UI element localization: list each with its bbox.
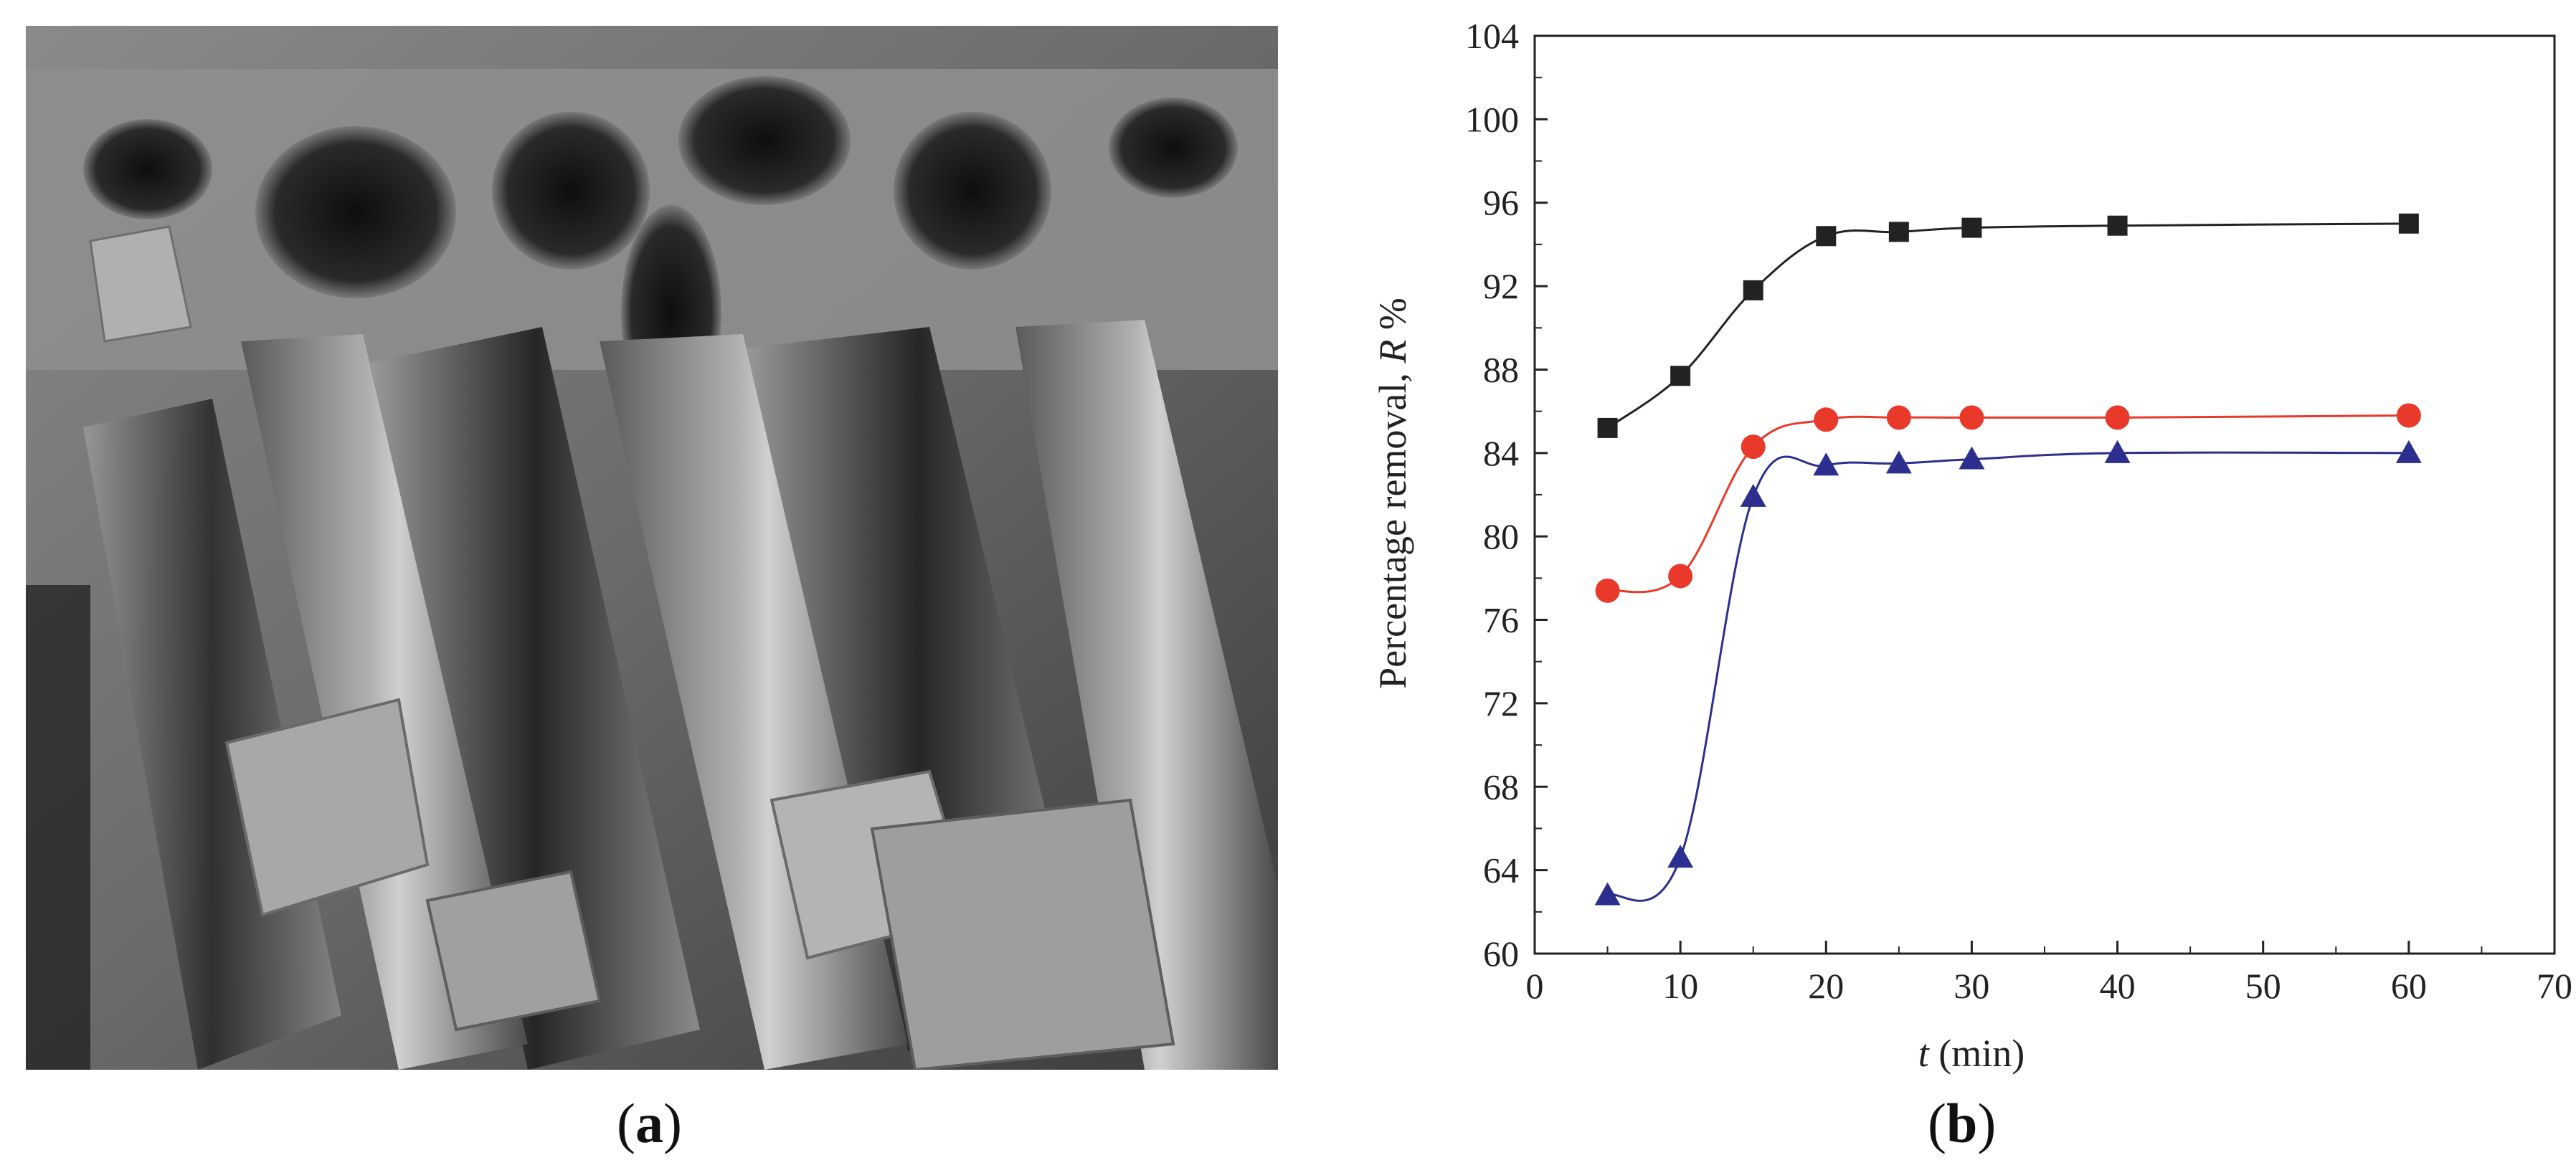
x-axis-title: t (min)	[1918, 1032, 2025, 1075]
series-line-triangle	[1606, 451, 2409, 902]
data-point-triangle	[1813, 452, 1839, 476]
data-point-triangle	[1740, 483, 1766, 507]
removal-chart: Percentage removal, R % t (min) 60 64 68 72…	[1363, 14, 2576, 1104]
y-tick-label: 104	[1465, 16, 1519, 56]
series-circle	[1595, 403, 2421, 603]
y-tick-label: 76	[1483, 600, 1519, 640]
fragment	[224, 698, 430, 917]
y-axis-title: Percentage removal, R %	[1371, 298, 1414, 689]
pore	[678, 76, 851, 205]
x-tick-label: 60	[2391, 966, 2427, 1006]
data-point-square	[1888, 222, 1909, 242]
data-point-circle	[1814, 407, 1839, 432]
y-tick-label: 92	[1483, 266, 1519, 306]
data-point-circle	[1959, 405, 1984, 430]
fragment	[425, 870, 602, 1032]
series-triangle	[1594, 440, 2422, 906]
data-point-circle	[1595, 578, 1620, 603]
y-tick-label: 100	[1465, 99, 1519, 139]
y-tick-label: 64	[1483, 850, 1519, 891]
data-point-circle	[1668, 564, 1693, 589]
data-point-triangle	[2395, 440, 2422, 463]
y-tick-label: 88	[1483, 349, 1519, 389]
x-tick-label: 10	[1662, 966, 1698, 1006]
sem-micrograph	[26, 26, 1278, 1070]
x-tick-label: 30	[1954, 966, 1989, 1006]
y-tick-label: 72	[1483, 683, 1519, 723]
x-tick-label: 40	[2100, 966, 2136, 1006]
data-point-circle	[2396, 403, 2421, 428]
data-point-triangle	[2104, 440, 2131, 463]
data-point-circle	[1886, 405, 1911, 430]
data-point-triangle	[1594, 882, 1621, 906]
y-tick-label: 68	[1483, 766, 1519, 807]
y-tick-label: 84	[1483, 433, 1519, 473]
series-line-square	[1606, 222, 2409, 429]
fragment	[89, 225, 192, 343]
sem-image	[26, 26, 1278, 1070]
fragment	[870, 798, 1175, 1070]
series-layer	[1594, 213, 2422, 906]
series-line-circle	[1607, 414, 2409, 594]
groove	[370, 327, 700, 1070]
pore	[83, 119, 212, 219]
x-tick-label: 0	[1526, 966, 1544, 1006]
y-tick-label: 80	[1483, 516, 1519, 556]
pore	[255, 126, 456, 298]
y-tick-label: 96	[1483, 183, 1519, 223]
plot-border	[1533, 34, 2556, 955]
pore	[1109, 98, 1238, 198]
x-tick-label: 70	[2537, 966, 2572, 1006]
x-tick-label: 50	[2245, 966, 2281, 1006]
x-axis: 0 10 20 30 40 50 60 70	[1526, 941, 2572, 1006]
data-point-square	[1670, 366, 1691, 386]
data-point-square	[1597, 417, 1618, 438]
series-square	[1597, 213, 2419, 438]
ridge	[1015, 320, 1278, 1070]
pore	[492, 112, 650, 270]
data-point-circle	[1741, 434, 1766, 460]
data-point-square	[2107, 215, 2128, 236]
data-point-square	[1743, 280, 1763, 300]
svg-text:t (min): t (min)	[1918, 1032, 2025, 1075]
chart-svg: Percentage removal, R % t (min) 60 64 68 72…	[1371, 16, 2572, 1075]
plot-frame	[1533, 34, 2556, 955]
data-point-square	[1961, 217, 1982, 238]
svg-text:Percentage removal, R %: Percentage removal, R %	[1371, 298, 1414, 689]
pore	[894, 112, 1051, 270]
panel-label-b: (b)	[1928, 1092, 1997, 1154]
y-axis: 60 64 68 72 76 80 84 88 92 96 100 104	[1465, 16, 1548, 974]
data-point-circle	[2105, 405, 2130, 430]
data-point-triangle	[1959, 446, 1985, 470]
x-tick-label: 20	[1808, 966, 1844, 1006]
data-point-triangle	[1667, 845, 1694, 868]
data-point-square	[2398, 213, 2419, 234]
panel-label-a: (a)	[617, 1092, 682, 1154]
data-point-square	[1816, 226, 1837, 247]
y-tick-label: 60	[1483, 934, 1519, 974]
data-point-triangle	[1885, 450, 1912, 474]
